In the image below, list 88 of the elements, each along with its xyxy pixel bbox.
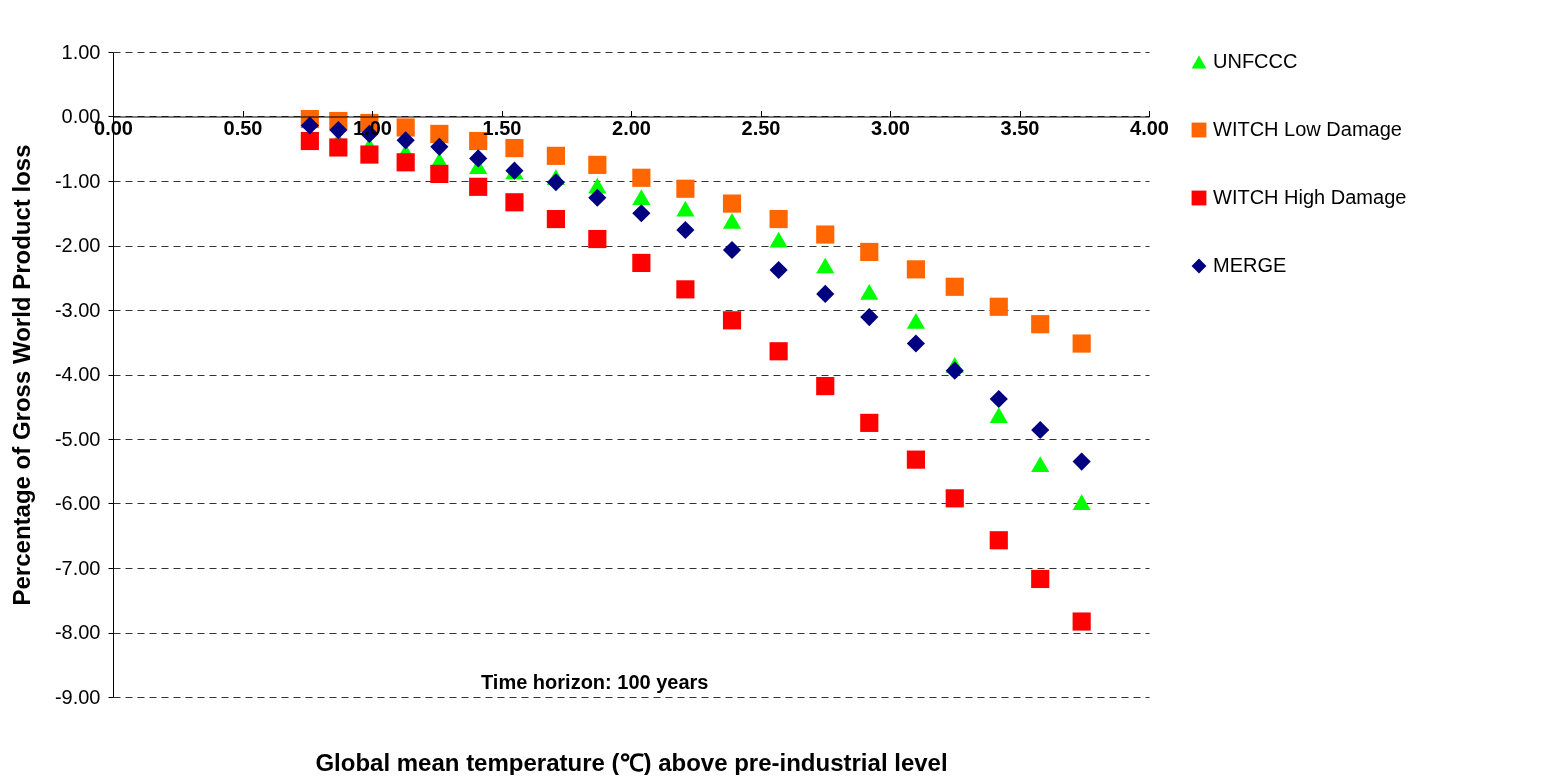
point bbox=[816, 284, 835, 303]
point bbox=[722, 311, 742, 330]
x-tick-label: 2.50 bbox=[741, 117, 781, 139]
point bbox=[945, 489, 964, 508]
point bbox=[906, 260, 925, 279]
point bbox=[632, 168, 651, 187]
point bbox=[546, 209, 565, 229]
y-tick-label: -6.00 bbox=[54, 492, 101, 514]
y-tick-label: -4.00 bbox=[54, 363, 101, 385]
point bbox=[1031, 456, 1050, 473]
point bbox=[860, 284, 879, 300]
point bbox=[989, 297, 1008, 316]
x-tick-label: 4.00 bbox=[1130, 117, 1169, 139]
point bbox=[329, 138, 348, 157]
point bbox=[546, 173, 565, 192]
point bbox=[360, 145, 379, 164]
point bbox=[860, 308, 879, 327]
point bbox=[989, 407, 1008, 423]
point bbox=[1072, 334, 1091, 353]
point bbox=[945, 361, 964, 380]
x-tick-label: 3.50 bbox=[1000, 117, 1040, 139]
y-tick-label: -3.00 bbox=[54, 298, 101, 321]
point bbox=[632, 189, 651, 205]
y-axis-title: Percentage of Gross World Product loss bbox=[7, 144, 35, 606]
point bbox=[396, 153, 415, 172]
point bbox=[505, 193, 524, 212]
point bbox=[396, 131, 415, 150]
point bbox=[300, 116, 319, 135]
point bbox=[906, 334, 925, 353]
y-tick-label: -8.00 bbox=[54, 621, 101, 643]
y-tick-label: -9.00 bbox=[54, 685, 101, 708]
point bbox=[1072, 452, 1091, 471]
point bbox=[546, 146, 565, 165]
point bbox=[588, 188, 607, 207]
point bbox=[722, 194, 742, 213]
point bbox=[430, 124, 449, 143]
point bbox=[906, 450, 925, 469]
point bbox=[816, 225, 835, 244]
point bbox=[769, 231, 788, 248]
point bbox=[1072, 494, 1091, 511]
point bbox=[632, 253, 651, 272]
point bbox=[1031, 569, 1050, 589]
point bbox=[430, 164, 449, 183]
y-tick-label: -5.00 bbox=[54, 427, 101, 450]
point bbox=[1072, 612, 1091, 631]
point bbox=[906, 313, 925, 329]
point bbox=[588, 155, 607, 174]
x-axis-title: Global mean temperature (℃) above pre-industrial level bbox=[315, 748, 948, 776]
legend-label: WITCH High Damage bbox=[1213, 186, 1407, 208]
point bbox=[632, 204, 651, 223]
x-tick-label: 0.50 bbox=[223, 117, 263, 139]
x-tick-label: 2.00 bbox=[612, 117, 651, 139]
point bbox=[816, 257, 835, 274]
point bbox=[769, 342, 788, 361]
point bbox=[329, 120, 348, 140]
point bbox=[816, 377, 835, 396]
y-tick-label: -2.00 bbox=[54, 234, 101, 256]
point bbox=[300, 131, 319, 151]
y-tick-label: -7.00 bbox=[54, 556, 101, 579]
point bbox=[676, 179, 695, 198]
x-tick-label: 3.00 bbox=[871, 117, 910, 139]
point bbox=[989, 531, 1008, 550]
legend-label: UNFCCC bbox=[1213, 50, 1298, 72]
point bbox=[1031, 315, 1050, 334]
y-tick-label: -1.00 bbox=[54, 169, 101, 192]
x-tick-label: 1.50 bbox=[482, 117, 522, 139]
point bbox=[676, 220, 695, 240]
point bbox=[505, 139, 524, 158]
point bbox=[469, 177, 488, 196]
point bbox=[1031, 420, 1050, 440]
point bbox=[722, 240, 742, 260]
point bbox=[860, 413, 879, 432]
point bbox=[989, 389, 1008, 409]
annotation: Time horizon: 100 years bbox=[480, 671, 709, 693]
point bbox=[676, 200, 695, 217]
point bbox=[469, 149, 488, 168]
point bbox=[769, 260, 788, 280]
point bbox=[769, 209, 788, 229]
point bbox=[945, 277, 964, 296]
point bbox=[722, 213, 742, 229]
point bbox=[430, 137, 449, 156]
point bbox=[676, 280, 695, 299]
point bbox=[588, 229, 607, 249]
point bbox=[396, 118, 415, 137]
y-tick-label: 1.00 bbox=[61, 40, 101, 63]
legend-label: MERGE bbox=[1213, 254, 1287, 276]
point bbox=[860, 242, 879, 262]
legend-label: WITCH Low Damage bbox=[1213, 118, 1402, 140]
